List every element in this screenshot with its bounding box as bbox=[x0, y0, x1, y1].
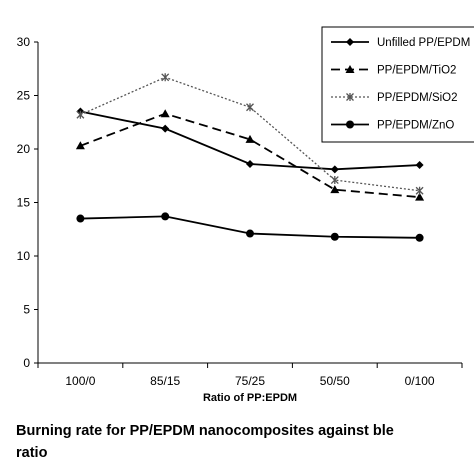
data-point bbox=[330, 185, 340, 194]
data-point bbox=[161, 73, 170, 82]
series bbox=[76, 73, 424, 195]
y-tick-label: 0 bbox=[23, 356, 30, 370]
data-point bbox=[415, 186, 424, 195]
data-point bbox=[246, 103, 254, 112]
circle-marker bbox=[346, 120, 354, 129]
x-tick-label: 75/25 bbox=[235, 374, 265, 388]
triangle-marker bbox=[415, 192, 425, 201]
series bbox=[75, 109, 425, 201]
chart-axes: 0 5 10 15 20 25 30 100/0 85/15 75/25 50/50 0/100 bbox=[17, 35, 463, 388]
y-tick-label: 30 bbox=[17, 35, 31, 49]
triangle-marker bbox=[75, 141, 85, 150]
star-marker bbox=[246, 103, 254, 112]
data-point bbox=[415, 192, 425, 201]
data-point bbox=[415, 161, 424, 170]
data-point bbox=[345, 65, 355, 73]
caption-line-2: ratio bbox=[16, 445, 48, 461]
chart: 0 5 10 15 20 25 30 100/0 85/15 75/25 50/50 0/100 Un… bbox=[17, 26, 474, 404]
legend-item: Unfilled PP/EPDM bbox=[331, 37, 470, 49]
legend-item: PP/EPDM/TiO2 bbox=[331, 65, 456, 77]
data-point bbox=[160, 109, 170, 118]
data-point bbox=[330, 232, 339, 241]
circle-marker bbox=[76, 214, 85, 223]
series-line bbox=[80, 76, 420, 192]
diamond-marker bbox=[161, 124, 170, 133]
data-point bbox=[246, 159, 254, 168]
data-point bbox=[415, 233, 424, 242]
legend-label: PP/EPDM/SiO2 bbox=[377, 92, 458, 104]
legend-item: PP/EPDM/ZnO bbox=[331, 120, 454, 132]
diamond-marker bbox=[330, 165, 339, 174]
legend-item: PP/EPDM/SiO2 bbox=[331, 92, 458, 104]
triangle-marker bbox=[330, 185, 340, 194]
circle-marker bbox=[415, 233, 424, 242]
star-marker bbox=[76, 110, 85, 119]
y-tick-label: 25 bbox=[17, 89, 31, 103]
y-tick-label: 5 bbox=[23, 303, 30, 317]
circle-marker bbox=[330, 232, 339, 241]
data-point bbox=[75, 141, 85, 150]
x-tick-label: 0/100 bbox=[405, 374, 435, 388]
data-point bbox=[330, 176, 339, 185]
data-point bbox=[161, 212, 170, 221]
x-tick-label: 50/50 bbox=[320, 374, 350, 388]
diamond-marker bbox=[346, 38, 354, 46]
data-point bbox=[346, 120, 354, 129]
triangle-marker bbox=[160, 109, 170, 118]
diamond-marker bbox=[415, 161, 424, 170]
y-tick-label: 20 bbox=[17, 142, 31, 156]
data-point bbox=[346, 93, 354, 101]
data-point bbox=[246, 229, 254, 238]
x-tick-label: 85/15 bbox=[150, 374, 180, 388]
diamond-marker bbox=[246, 159, 254, 168]
star-marker bbox=[161, 73, 170, 82]
triangle-marker bbox=[345, 65, 355, 73]
circle-marker bbox=[246, 229, 254, 238]
series-line bbox=[80, 112, 420, 199]
series bbox=[76, 212, 424, 242]
y-tick-label: 15 bbox=[17, 196, 31, 210]
data-point bbox=[330, 165, 339, 174]
star-marker bbox=[330, 176, 339, 185]
data-point bbox=[346, 38, 354, 46]
data-point bbox=[76, 214, 85, 223]
legend-label: PP/EPDM/ZnO bbox=[377, 120, 454, 132]
figure-caption: Burning rate for PP/EPDM nanocomposites … bbox=[16, 420, 474, 464]
chart-series bbox=[75, 73, 425, 242]
x-tick-label: 100/0 bbox=[65, 374, 95, 388]
x-axis-title: Ratio of PP:EPDM bbox=[203, 392, 297, 404]
triangle-marker bbox=[245, 134, 255, 143]
circle-marker bbox=[161, 212, 170, 221]
y-tick-label: 10 bbox=[17, 249, 31, 263]
legend-label: PP/EPDM/TiO2 bbox=[377, 65, 456, 77]
data-point bbox=[76, 110, 85, 119]
data-point bbox=[161, 124, 170, 133]
star-marker bbox=[346, 93, 354, 101]
chart-legend: Unfilled PP/EPDM PP/EPDM/TiO2 PP/EPDM/SiO2… bbox=[321, 26, 474, 143]
legend-label: Unfilled PP/EPDM bbox=[377, 37, 470, 49]
data-point bbox=[245, 134, 255, 143]
caption-line-1: Burning rate for PP/EPDM nanocomposites … bbox=[16, 423, 394, 439]
star-marker bbox=[415, 186, 424, 195]
